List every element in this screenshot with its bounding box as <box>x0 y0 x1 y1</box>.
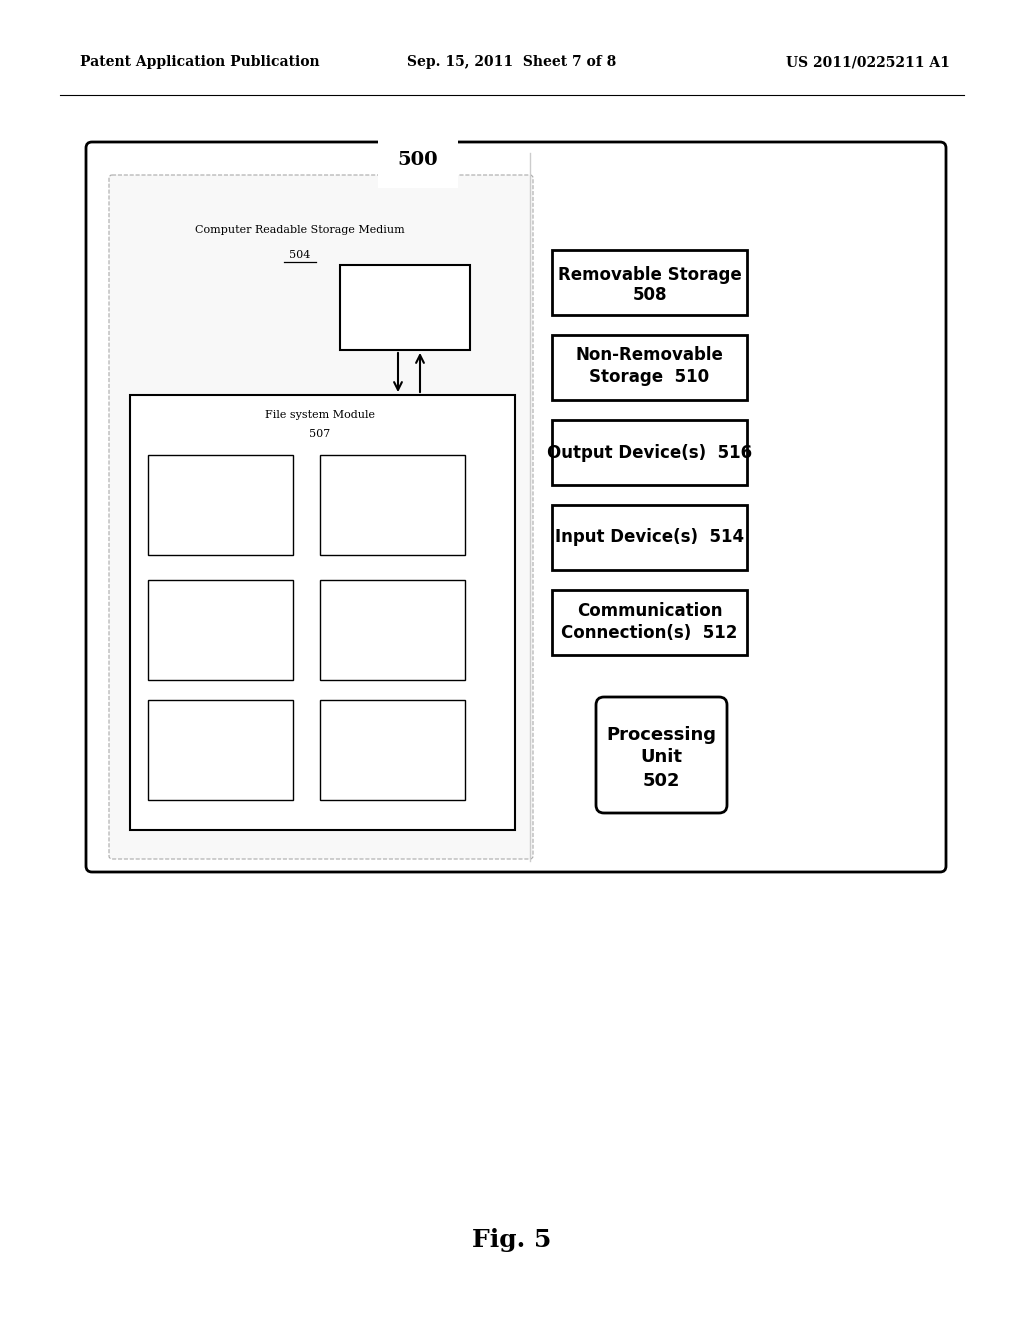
Text: 507: 507 <box>309 429 331 440</box>
Text: Identifier Module: Identifier Module <box>349 503 436 511</box>
Text: 524: 524 <box>211 649 229 659</box>
Text: Storage Module: Storage Module <box>352 627 432 636</box>
Text: Input Device(s)  514: Input Device(s) 514 <box>555 528 744 546</box>
Text: 528: 528 <box>211 770 229 779</box>
Text: File system Module: File system Module <box>265 411 375 420</box>
Text: Connection(s)  512: Connection(s) 512 <box>561 623 737 642</box>
FancyBboxPatch shape <box>319 579 465 680</box>
FancyBboxPatch shape <box>319 700 465 800</box>
Text: Sep. 15, 2011  Sheet 7 of 8: Sep. 15, 2011 Sheet 7 of 8 <box>408 55 616 69</box>
Text: Fig. 5: Fig. 5 <box>472 1228 552 1251</box>
FancyBboxPatch shape <box>109 176 534 859</box>
Text: File Portion: File Portion <box>364 488 422 498</box>
Text: Processing: Processing <box>606 726 717 744</box>
FancyBboxPatch shape <box>148 700 293 800</box>
FancyBboxPatch shape <box>552 590 746 655</box>
Text: Unit: Unit <box>640 748 683 766</box>
Text: 502: 502 <box>643 772 680 789</box>
FancyBboxPatch shape <box>552 335 746 400</box>
Text: Communication: Communication <box>577 602 722 619</box>
Text: Data Structure: Data Structure <box>183 734 258 742</box>
Text: US 2011/0225211 A1: US 2011/0225211 A1 <box>786 55 950 69</box>
Text: 530: 530 <box>383 776 401 785</box>
Text: Patent Application Publication: Patent Application Publication <box>80 55 319 69</box>
Text: 500: 500 <box>397 150 438 169</box>
Text: 522: 522 <box>383 524 401 533</box>
Text: Structure Provider: Structure Provider <box>346 741 439 750</box>
Text: Output Device(s)  516: Output Device(s) 516 <box>547 444 752 462</box>
Text: 508: 508 <box>632 285 667 304</box>
FancyBboxPatch shape <box>86 143 946 873</box>
Text: 520: 520 <box>211 524 229 533</box>
FancyBboxPatch shape <box>340 265 470 350</box>
FancyBboxPatch shape <box>552 420 746 484</box>
Text: Module: Module <box>202 503 240 511</box>
Text: Non-Removable: Non-Removable <box>575 346 723 364</box>
Text: Updating Module: Updating Module <box>177 747 264 756</box>
FancyBboxPatch shape <box>148 455 293 554</box>
Text: Data Structure: Data Structure <box>355 614 429 623</box>
FancyBboxPatch shape <box>130 395 515 830</box>
FancyBboxPatch shape <box>596 697 727 813</box>
FancyBboxPatch shape <box>552 249 746 315</box>
Text: Application Data: Application Data <box>351 726 434 735</box>
Text: Storage  510: Storage 510 <box>590 368 710 387</box>
Text: Header Generator: Header Generator <box>175 488 266 498</box>
FancyBboxPatch shape <box>319 455 465 554</box>
Text: Data Structure: Data Structure <box>183 614 258 623</box>
Text: Removable Storage: Removable Storage <box>558 265 741 284</box>
Text: Module: Module <box>374 755 412 763</box>
Text: Generator Module: Generator Module <box>175 627 266 636</box>
Text: 504: 504 <box>290 249 310 260</box>
Text: Deduplication
Module
506: Deduplication Module 506 <box>369 290 441 323</box>
FancyBboxPatch shape <box>552 506 746 570</box>
Text: Computer Readable Storage Medium: Computer Readable Storage Medium <box>196 224 404 235</box>
FancyBboxPatch shape <box>148 579 293 680</box>
Text: 526: 526 <box>383 649 401 659</box>
